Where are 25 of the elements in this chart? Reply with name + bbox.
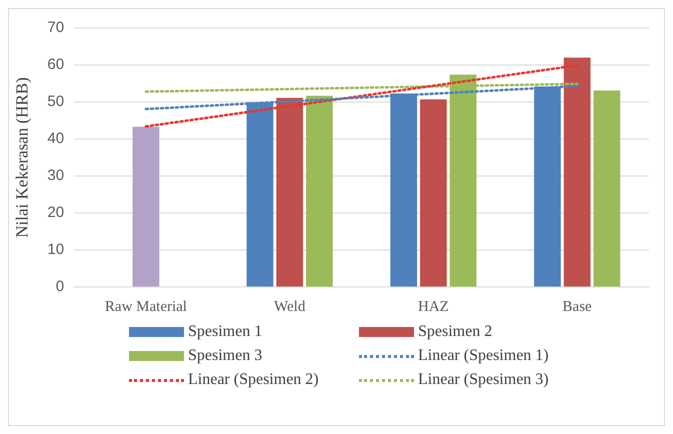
- legend-label: Linear (Spesimen 1): [418, 347, 549, 364]
- legend-label: Spesimen 3: [188, 347, 262, 364]
- x-tick-label: Weld: [274, 298, 306, 315]
- y-tick-label: 70: [47, 19, 64, 36]
- y-tick-label: 40: [47, 130, 64, 148]
- y-tick-label: 30: [47, 167, 64, 184]
- bar: [276, 98, 304, 286]
- y-tick-label: 0: [56, 278, 64, 296]
- y-tick-label: 20: [47, 204, 64, 222]
- bar: [420, 99, 447, 286]
- x-tick-label: HAZ: [418, 298, 449, 315]
- y-tick-label: 50: [47, 93, 64, 110]
- legend-label: Spesimen 1: [188, 323, 262, 340]
- y-tick-label: 60: [47, 56, 64, 74]
- bar: [306, 96, 333, 286]
- legend-label: Spesimen 2: [418, 323, 492, 340]
- bar: [132, 126, 160, 286]
- y-axis-title: Nilai Kekerasan (HRB): [12, 77, 32, 238]
- bar: [564, 58, 591, 286]
- x-tick-label: Raw Material: [104, 298, 187, 315]
- legend-label: Linear (Spesimen 2): [188, 371, 319, 388]
- bar: [593, 90, 620, 286]
- legend-label: Linear (Spesimen 3): [418, 371, 549, 388]
- y-tick-label: 10: [47, 241, 64, 258]
- x-tick-label: Base: [562, 298, 592, 315]
